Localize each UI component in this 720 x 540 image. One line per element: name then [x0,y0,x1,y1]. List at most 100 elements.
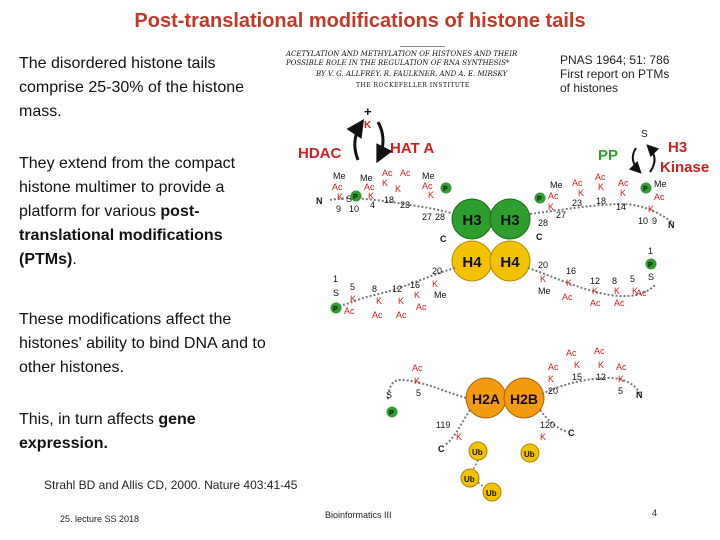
h2a-c-tail [444,409,471,446]
h3l-res-23: 23 [400,200,410,210]
h3l-k-4: K [395,184,401,194]
h3-left-label: H3 [462,212,481,229]
h4l-res-20: 20 [432,266,442,276]
h4l-me: Me [434,290,447,300]
h2b-k-5: K [618,374,624,384]
h2b-c-tail [539,409,569,433]
h3l-me-1: Me [333,171,346,181]
h4r-k-20: K [540,274,546,284]
h4-left-tail [334,267,456,307]
footer-page-number: 4 [652,508,658,518]
h4l-k-8: K [376,296,382,306]
h3-left-tail [329,197,456,215]
h3l-phospho [350,190,362,202]
h3r-phospho-2 [640,182,652,194]
reference-line-3: of histones [560,81,619,95]
h3r-res-14: 14 [616,202,626,212]
hdac-arrow [346,119,364,161]
plus-charge-label: + [364,104,372,119]
footer-course: Bioinformatics III [325,510,392,520]
footer-lecture: 25. lecture SS 2018 [60,514,140,524]
paragraph-gene-text: This, in turn affects [19,411,159,428]
h4l-k-20: K [432,279,438,289]
h3r-phospho-1 [534,192,546,204]
h3l-k-3: K [382,178,388,188]
h2a-res-119: 119 [436,420,450,430]
h2b-k-20: K [548,374,554,384]
h2b-c-k: K [540,432,546,442]
h3-kinase-label-1: H3 [668,139,687,156]
h2b-ac-4: Ac [616,362,627,372]
slide-title: Post-translational modifications of hist… [134,10,586,32]
h4r-k-16: K [566,278,572,288]
paragraph-gene-expression: This, in turn affects gene expression. [19,408,239,456]
h4l-res-1: 1 [333,274,338,284]
h4r-res-8: 8 [612,276,617,286]
h4r-phospho [645,258,657,270]
top-k-label: K [364,120,372,131]
h4l-ac-5: Ac [344,306,355,316]
kinase-s-label: S [641,129,648,140]
paper-snippet: ACETYLATION AND METHYLATION OF HISTONES … [286,50,556,90]
h3-right-label: H3 [500,212,519,229]
h3-right-c: C [536,232,543,242]
h4r-res-12: 12 [590,276,600,286]
h2a-ub-label: Ub [472,448,483,457]
h3r-k-1: K [548,202,554,212]
h4r-me: Me [538,286,551,296]
h3-right-core [489,198,531,240]
h3l-k-1: K [337,192,343,202]
h2a-s: S [386,390,392,400]
h4r-k-12: K [592,286,598,296]
h4l-ac-12: Ac [396,310,407,320]
h3-left-n: N [316,196,323,206]
h4r-p-label: P [648,262,653,269]
h4-right-core [489,240,531,282]
h2a-res-5: 5 [416,388,421,398]
ub-chain-1 [460,468,480,488]
h2a-label: H2A [472,391,500,407]
paragraph-ptm-end: . [72,251,77,268]
h4r-k-5: K [632,286,638,296]
h4-left-label: H4 [462,254,482,271]
h3l-p-label: P [353,194,358,201]
h3r-p-label-1: P [537,196,542,203]
h2b-ubiquitin [520,443,540,463]
h4r-ac-16: Ac [562,292,573,302]
h4r-res-20: 20 [538,260,548,270]
h3r-res-27: 27 [556,210,566,220]
h4r-res-5: 5 [630,274,635,284]
h4l-k-5: K [350,294,356,304]
h4r-res-16: 16 [566,266,576,276]
h2b-n-tail [541,376,641,395]
h2b-c: C [568,428,575,438]
h3r-k-2: K [578,188,584,198]
h4-right-tail [527,267,656,298]
paragraph-tail-mass: The disordered histone tails comprise 25… [19,55,245,120]
h3r-p-label-2: P [643,186,648,193]
h3l-ac-2: Ac [364,182,375,192]
h3l-res-9: 9 [336,204,341,214]
h3r-k-4: K [620,188,626,198]
h2b-res-15: 15 [572,372,582,382]
h3l-phospho-2 [440,182,452,194]
h3r-ac-5: Ac [654,192,665,202]
h2b-res-5: 5 [618,386,623,396]
h3l-k-5: K [428,190,434,200]
h2b-res-20: 20 [548,386,558,396]
h3r-me-2: Me [654,179,667,189]
h4r-ac-8: Ac [614,298,625,308]
h3l-k-2: K [368,191,374,201]
hat-arrow [376,121,393,164]
h2a-phospho [386,406,398,418]
h4l-res-12: 12 [392,284,402,294]
h3-right-n: N [668,220,675,230]
citation: Strahl BD and Allis CD, 2000. Nature 403… [44,478,298,492]
pp-arrow [628,147,642,174]
h3r-res-18: 18 [596,196,606,206]
h3l-ac-4: Ac [400,168,411,178]
h3l-ac-5: Ac [422,181,433,191]
h3-right-tail [529,202,673,223]
h4l-phospho [330,302,342,314]
